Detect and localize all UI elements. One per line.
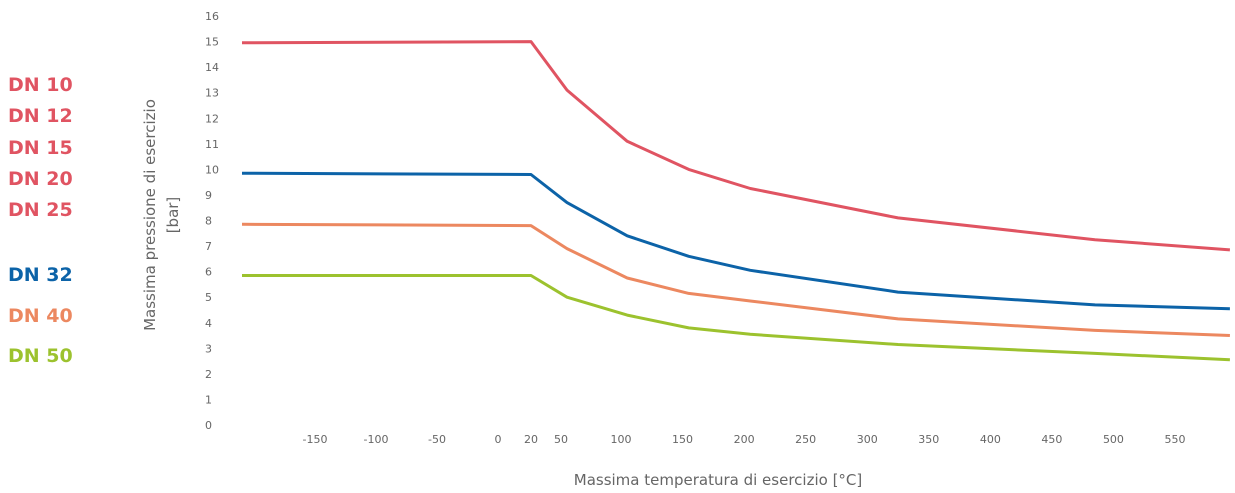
- y-axis-title-line2: [bar]: [164, 197, 182, 234]
- x-tick-label: 250: [795, 433, 816, 446]
- x-tick-label: -100: [364, 433, 389, 446]
- legend-label: DN 12: [8, 105, 73, 127]
- series-line-3: [241, 222, 1230, 337]
- y-tick-label: 12: [205, 112, 219, 125]
- y-tick-label: 6: [205, 266, 212, 279]
- x-tick-label: -150: [303, 433, 328, 446]
- legend-label: DN 10: [8, 74, 73, 96]
- y-tick-label: 13: [205, 87, 219, 100]
- x-tick-label: 100: [611, 433, 632, 446]
- y-tick-label: 1: [205, 393, 212, 406]
- y-tick-label: 15: [205, 36, 219, 49]
- legend-label: DN 20: [8, 168, 73, 190]
- x-tick-label: 350: [918, 433, 939, 446]
- legend-label: DN 15: [8, 137, 73, 159]
- x-tick-label: 200: [734, 433, 755, 446]
- y-tick-label: 16: [205, 10, 219, 23]
- series-line-2: [241, 171, 1230, 311]
- y-tick-label: 4: [205, 317, 212, 330]
- y-tick-label: 0: [205, 419, 212, 432]
- x-axis-title: Massima temperatura di esercizio [°C]: [574, 471, 863, 489]
- y-tick-label: 9: [205, 189, 212, 202]
- legend-label: DN 50: [8, 345, 73, 367]
- legend-label: DN 40: [8, 305, 73, 327]
- y-tick-label: 8: [205, 215, 212, 228]
- y-tick-label: 11: [205, 138, 219, 151]
- series-line-1: [241, 40, 1231, 252]
- y-tick-label: 10: [205, 163, 219, 176]
- x-tick-label: 500: [1103, 433, 1124, 446]
- x-tick-label: 20: [524, 433, 538, 446]
- y-axis-title-line1: Massima pressione di esercizio: [141, 99, 159, 331]
- x-tick-label: 300: [857, 433, 878, 446]
- y-tick-label: 2: [205, 368, 212, 381]
- y-tick-label: 7: [205, 240, 212, 253]
- x-tick-label: 450: [1041, 433, 1062, 446]
- y-tick-label: 14: [205, 61, 219, 74]
- x-tick-label: 50: [554, 433, 568, 446]
- x-tick-label: 550: [1165, 433, 1186, 446]
- x-tick-label: -50: [428, 433, 446, 446]
- x-axis-ticks: -150 -100 -50 0 20 50 100 150 200 250 300 350 400 450…: [303, 433, 1186, 446]
- x-tick-label: 400: [980, 433, 1001, 446]
- x-tick-label: 150: [672, 433, 693, 446]
- series-lines: [241, 40, 1231, 362]
- series-line-4: [242, 274, 1230, 362]
- x-tick-label: 0: [495, 433, 502, 446]
- y-tick-label: 5: [205, 291, 212, 304]
- y-tick-label: 3: [205, 342, 212, 355]
- legend-label: DN 32: [8, 264, 73, 286]
- legend: DN 10 DN 12 DN 15 DN 20 DN 25 DN 32 DN 40 DN 50: [8, 74, 73, 367]
- legend-label: DN 25: [8, 199, 73, 221]
